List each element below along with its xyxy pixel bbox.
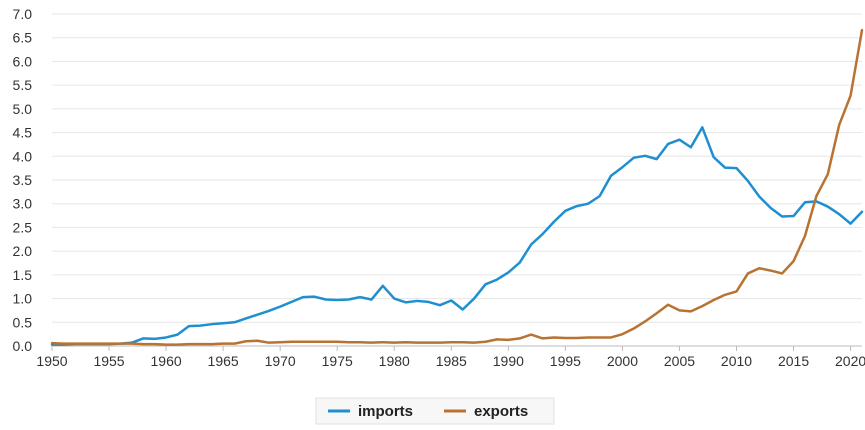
x-tick-label: 1995 — [550, 353, 581, 369]
y-tick-label: 5.0 — [13, 101, 33, 117]
grid-lines — [52, 13, 862, 347]
x-tick-label: 1975 — [322, 353, 353, 369]
y-tick-label: 7.0 — [13, 6, 33, 22]
x-tick-label: 2000 — [607, 353, 638, 369]
x-tick-label: 1970 — [265, 353, 296, 369]
series-line-exports — [50, 28, 864, 346]
y-tick-label: 5.5 — [13, 77, 33, 93]
series-line-imports — [50, 126, 864, 346]
legend: imports exports — [315, 397, 555, 425]
y-tick-label: 4.0 — [13, 148, 33, 164]
legend-label-exports: exports — [474, 403, 528, 420]
y-tick-label: 3.0 — [13, 196, 33, 212]
x-tick-label: 1990 — [493, 353, 524, 369]
y-tick-label: 1.5 — [13, 267, 33, 283]
y-tick-label: 3.5 — [13, 172, 33, 188]
y-tick-label: 6.0 — [13, 53, 33, 69]
x-tick-label: 1960 — [151, 353, 182, 369]
legend-label-imports: imports — [358, 403, 413, 420]
y-tick-label: 2.5 — [13, 219, 33, 235]
x-tick-label: 2010 — [721, 353, 752, 369]
y-tick-label: 1.0 — [13, 291, 33, 307]
y-axis: 0.0 0.5 1.0 1.5 2.0 2.5 3.0 3.5 4.0 4.5 5.0 5.5 6.0 6… — [13, 6, 33, 354]
y-tick-label: 6.5 — [13, 30, 33, 46]
x-tick-label: 1985 — [436, 353, 467, 369]
x-axis: 1950 1955 1960 1965 1970 1975 1980 1985 1990 1995… — [36, 346, 865, 369]
y-tick-label: 0.0 — [13, 338, 33, 354]
x-tick-label: 1980 — [379, 353, 410, 369]
x-tick-label: 1955 — [93, 353, 124, 369]
y-tick-label: 0.5 — [13, 314, 33, 330]
x-tick-label: 2005 — [664, 353, 695, 369]
y-tick-label: 2.0 — [13, 243, 33, 259]
x-tick-label: 1965 — [208, 353, 239, 369]
series-lines — [50, 28, 864, 346]
x-tick-label: 1950 — [36, 353, 67, 369]
x-tick-label: 2015 — [778, 353, 809, 369]
legend-box — [315, 397, 555, 425]
x-tick-label: 2020 — [835, 353, 865, 369]
y-tick-label: 4.5 — [13, 125, 33, 141]
